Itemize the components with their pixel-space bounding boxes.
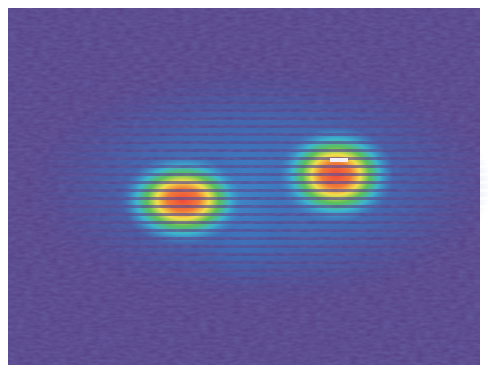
right-spot (278, 127, 394, 223)
left-spot (121, 155, 245, 245)
highlight (330, 158, 348, 162)
striped-signal (32, 70, 488, 300)
false-color-image (0, 0, 488, 375)
page: {} (0, 0, 488, 375)
